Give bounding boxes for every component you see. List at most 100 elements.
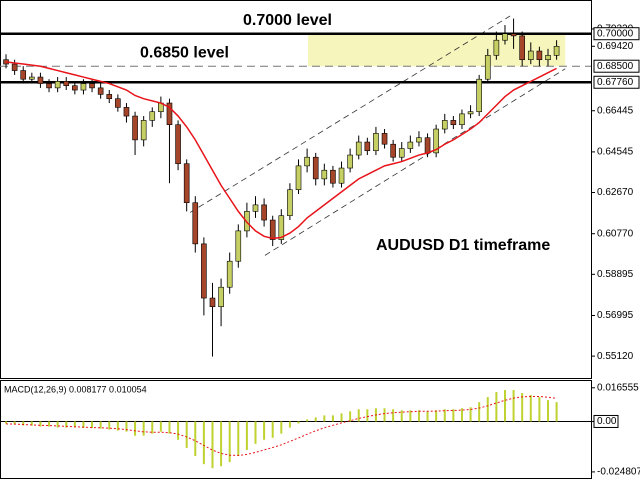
- macd-bar: [521, 392, 524, 422]
- candle-body: [295, 165, 302, 191]
- macd-bar: [245, 421, 248, 450]
- candle-body: [312, 156, 319, 180]
- candle-body: [140, 120, 147, 141]
- macd-bar: [546, 400, 549, 422]
- macd-bar: [194, 421, 197, 457]
- candle-body: [390, 143, 396, 158]
- candle-body: [80, 83, 87, 91]
- macd-bar: [151, 421, 154, 434]
- candle-body: [37, 76, 44, 84]
- macd-bar: [116, 421, 119, 431]
- candle-body: [398, 148, 405, 158]
- candle-body: [510, 33, 517, 37]
- candle-body: [54, 81, 61, 89]
- candle-body: [424, 137, 431, 154]
- candle-body: [355, 141, 362, 156]
- candle-body: [493, 39, 500, 56]
- macd-bar: [159, 421, 162, 432]
- macd-bar: [366, 409, 369, 422]
- candle-body: [235, 230, 242, 262]
- macd-bar: [254, 421, 257, 444]
- macd-bar: [5, 421, 8, 424]
- macd-bar: [228, 421, 231, 463]
- level-annotation: 0.7000 level: [243, 12, 332, 29]
- macd-bar: [392, 409, 395, 422]
- macd-bar: [306, 419, 309, 422]
- candle-body: [467, 111, 474, 115]
- candle-body: [123, 107, 130, 117]
- level-zone: [307, 33, 566, 67]
- macd-bar: [56, 421, 59, 428]
- candle-body: [433, 128, 439, 154]
- macd-bar: [13, 421, 16, 425]
- macd-bar: [460, 408, 463, 422]
- candle-body: [29, 76, 35, 80]
- candle-body: [46, 83, 52, 89]
- candle-body: [381, 133, 388, 145]
- macd-bar: [168, 421, 171, 434]
- macd-bar: [271, 421, 274, 438]
- candle-body: [545, 55, 551, 61]
- candle-body: [347, 154, 353, 169]
- candle-body: [304, 156, 310, 167]
- y-tick-label: 0.64545: [597, 147, 634, 158]
- macd-bar: [452, 409, 455, 422]
- level-label: 0.67760: [597, 77, 634, 88]
- level-label-box: [593, 59, 640, 73]
- macd-bar: [435, 410, 438, 422]
- macd-bar: [417, 410, 420, 422]
- y-tick-label: 0.58895: [597, 269, 634, 280]
- macd-bar: [220, 421, 223, 467]
- macd-bar: [297, 421, 300, 424]
- candle-body: [218, 286, 224, 308]
- candle-body: [484, 55, 491, 80]
- macd-bar: [185, 421, 188, 448]
- macd-bar: [73, 421, 76, 428]
- macd-bar: [108, 421, 111, 430]
- tick-label-box: [593, 414, 619, 428]
- candle-body: [106, 94, 113, 100]
- candle-body: [536, 50, 543, 61]
- macd-bar: [555, 402, 558, 422]
- candle-body: [476, 78, 482, 113]
- y-tick-label: 0.66445: [597, 105, 634, 116]
- candle-body: [132, 115, 138, 141]
- macd-bar: [48, 421, 51, 427]
- last-price-label: 0.69420: [597, 41, 634, 52]
- macd-bar: [409, 410, 412, 422]
- candle-body: [287, 189, 293, 217]
- candle-body: [338, 167, 345, 184]
- macd-bar: [314, 417, 317, 422]
- macd-bar: [211, 421, 214, 469]
- level-label-box: [593, 27, 640, 41]
- candle-body: [321, 169, 328, 180]
- candle-body: [364, 141, 371, 152]
- macd-bar: [495, 391, 498, 422]
- channel-line: [264, 68, 566, 256]
- candle-body: [416, 137, 422, 143]
- candle-body: [269, 219, 276, 240]
- candle-body: [226, 260, 233, 288]
- candle-body: [11, 63, 18, 71]
- macd-bar: [177, 421, 180, 440]
- macd-panel-border: [0, 380, 592, 479]
- y-tick-label: 0.016555: [597, 382, 639, 393]
- candle-body: [553, 45, 560, 56]
- y-tick-label: 0.55120: [597, 351, 634, 362]
- candle-body: [527, 50, 534, 61]
- macd-bar: [486, 397, 489, 422]
- level-label: 0.68500: [597, 61, 634, 72]
- macd-bar: [323, 415, 326, 422]
- macd-bar: [22, 421, 25, 426]
- candle-body: [175, 124, 181, 165]
- y-tick-label: 0.56995: [597, 310, 634, 321]
- macd-bar: [65, 421, 68, 428]
- macd-bar: [99, 421, 102, 429]
- candle-body: [252, 204, 259, 212]
- macd-bar: [82, 421, 85, 428]
- moving-average: [5, 61, 557, 240]
- macd-bar: [125, 421, 128, 432]
- candle-body: [330, 169, 336, 184]
- candle-body: [209, 297, 216, 308]
- macd-bar: [512, 389, 515, 422]
